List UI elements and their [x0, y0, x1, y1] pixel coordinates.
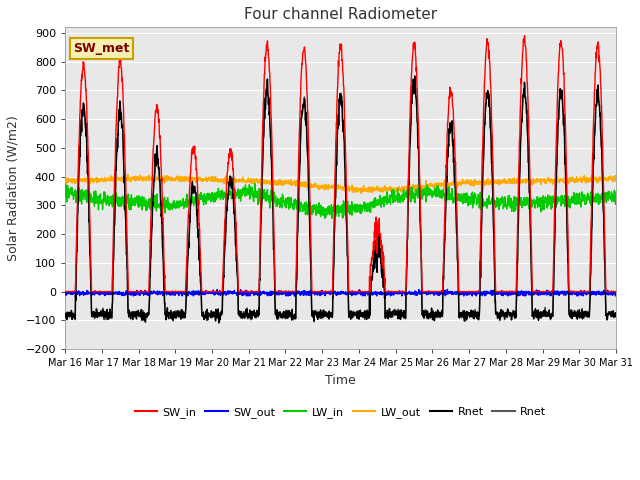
Y-axis label: Solar Radiation (W/m2): Solar Radiation (W/m2)	[7, 115, 20, 261]
X-axis label: Time: Time	[325, 373, 356, 387]
Text: SW_met: SW_met	[74, 42, 130, 55]
Legend: SW_in, SW_out, LW_in, LW_out, Rnet, Rnet: SW_in, SW_out, LW_in, LW_out, Rnet, Rnet	[131, 403, 551, 423]
Title: Four channel Radiometer: Four channel Radiometer	[244, 7, 437, 22]
